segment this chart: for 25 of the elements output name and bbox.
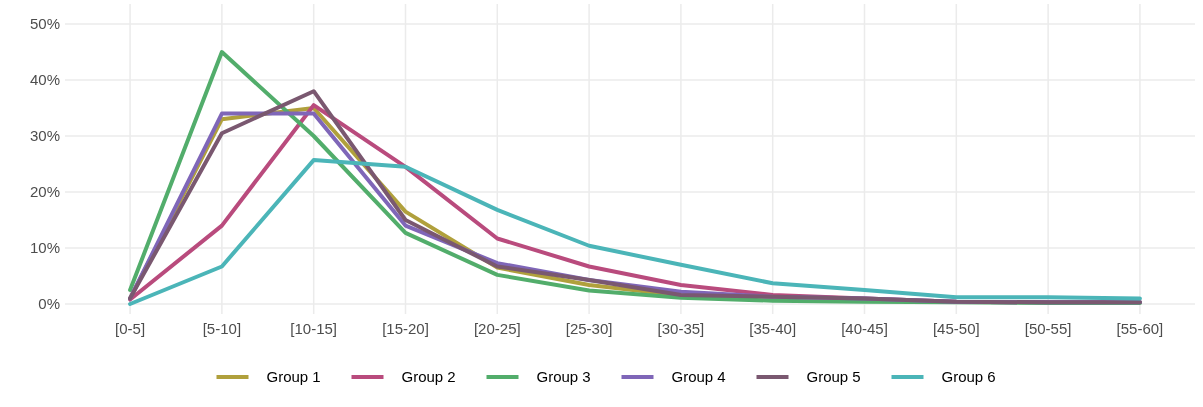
legend-label: Group 6 <box>941 368 996 386</box>
legend-label: Group 1 <box>266 368 321 386</box>
x-tick-label: [35-40] <box>749 320 797 337</box>
y-tick-label: 0% <box>38 295 60 313</box>
x-tick-label: [10-15] <box>290 320 338 337</box>
y-tick-label: 40% <box>29 71 60 89</box>
x-tick-label: [30-35] <box>657 320 705 337</box>
x-tick-label: [40-45] <box>841 320 888 337</box>
legend-label: Group 2 <box>401 368 456 386</box>
y-tick-label: 10% <box>29 239 60 257</box>
x-tick-label: [45-50] <box>932 320 980 337</box>
y-tick-label: 20% <box>29 183 60 201</box>
x-tick-label: [5-10] <box>202 320 242 337</box>
legend-label: Group 3 <box>536 368 591 386</box>
x-tick-label: [25-30] <box>565 320 613 337</box>
x-tick-label: [20-25] <box>473 320 521 337</box>
y-tick-label: 50% <box>29 15 60 33</box>
y-tick-label: 30% <box>29 127 60 145</box>
x-tick-label: [15-20] <box>382 320 429 337</box>
legend-label: Group 5 <box>806 368 861 386</box>
line-series <box>128 158 1142 306</box>
x-tick-label: [0-5] <box>115 320 146 337</box>
x-tick-label: [50-55] <box>1024 320 1072 337</box>
x-tick-label: [55-60] <box>1116 320 1164 337</box>
legend-label: Group 4 <box>671 368 726 386</box>
